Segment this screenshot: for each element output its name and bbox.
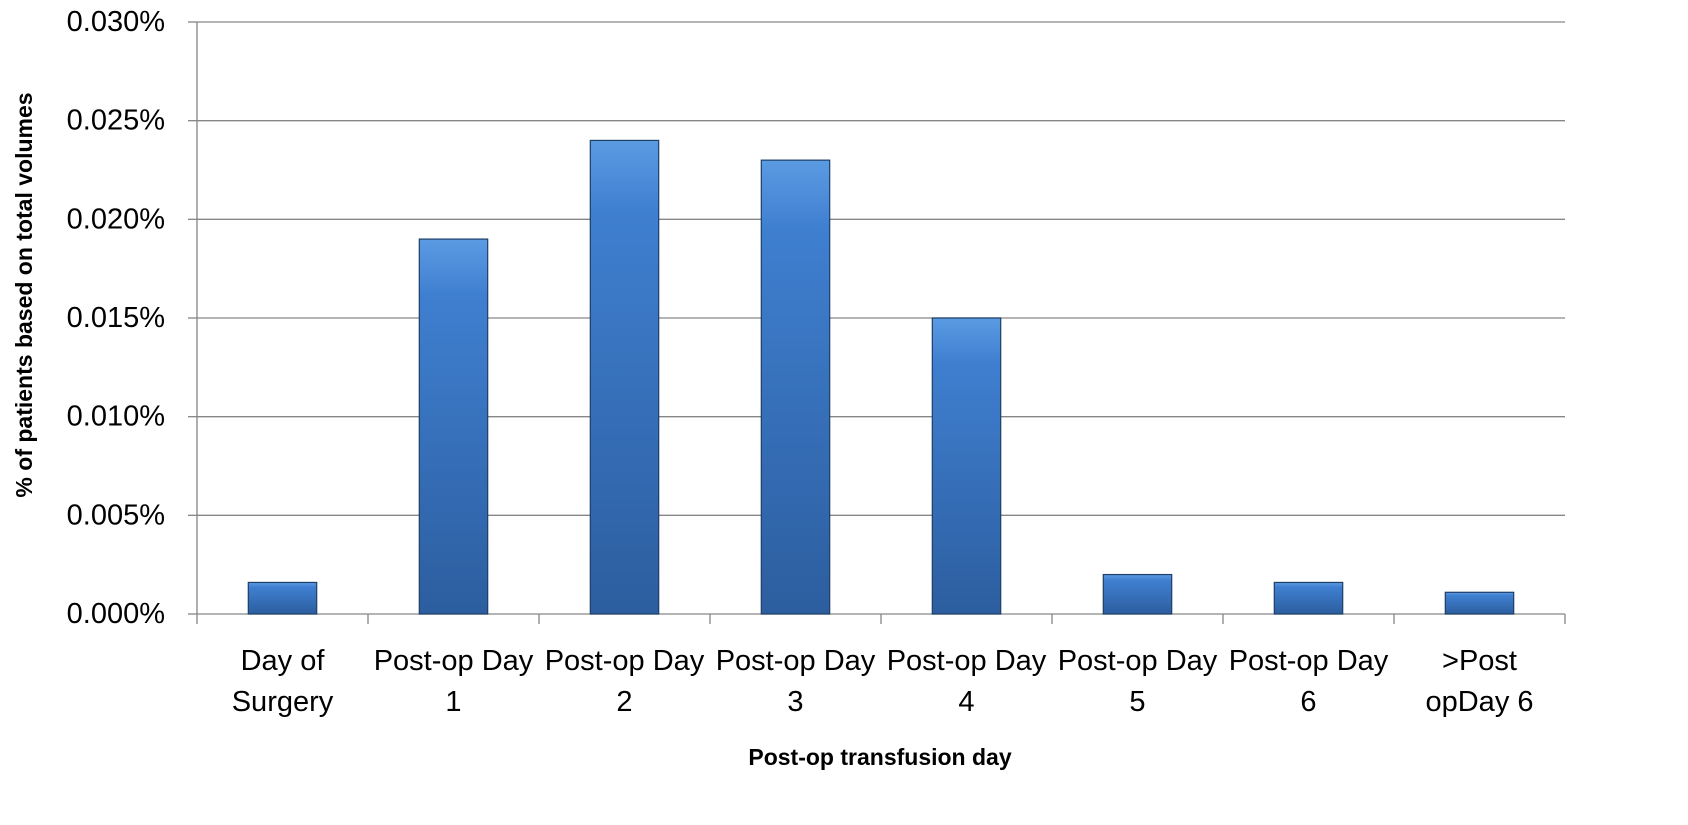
- y-tick-label: 0.000%: [67, 598, 165, 630]
- x-tick-label: Post-op Day: [716, 645, 876, 677]
- x-tick-label: 2: [616, 686, 632, 718]
- x-tick-label: 1: [445, 686, 461, 718]
- x-tick-label: >Post: [1442, 645, 1517, 677]
- x-tick-label: Post-op Day: [545, 645, 705, 677]
- axes: [188, 21, 1566, 624]
- bar: [418, 238, 489, 615]
- x-tick-label: Post-op Day: [887, 645, 1047, 677]
- y-tick-label: 0.010%: [67, 401, 165, 433]
- x-tick-label: opDay 6: [1425, 686, 1533, 718]
- x-tick-label: 5: [1129, 686, 1145, 718]
- x-tick-label: 4: [958, 686, 974, 718]
- bar: [589, 139, 660, 615]
- x-tick-label: Post-op Day: [374, 645, 534, 677]
- x-tick-labels: Day of Surgery Post-op Day 1 Post-op Day 2 Pos…: [232, 645, 1534, 718]
- x-tick-label: Surgery: [232, 686, 334, 718]
- y-axis-title: % of patients based on total volumes: [11, 92, 37, 497]
- y-tick-labels: 0.000% 0.005% 0.010% 0.015% 0.020% 0.025% 0.03…: [67, 6, 165, 630]
- x-tick-label: 6: [1300, 686, 1316, 718]
- y-tick-label: 0.030%: [67, 6, 165, 38]
- bar: [1273, 581, 1344, 615]
- y-tick-label: 0.015%: [67, 302, 165, 334]
- bar: [1444, 591, 1515, 615]
- bars: [247, 139, 1515, 615]
- bar: [247, 581, 318, 615]
- x-tick-label: Post-op Day: [1058, 645, 1218, 677]
- y-tick-label: 0.005%: [67, 499, 165, 531]
- x-axis-title: Post-op transfusion day: [748, 744, 1011, 770]
- gridlines: [197, 21, 1565, 516]
- x-tick-label: 3: [787, 686, 803, 718]
- y-tick-label: 0.020%: [67, 203, 165, 235]
- bar: [1102, 573, 1173, 615]
- bar: [760, 159, 831, 615]
- y-tick-label: 0.025%: [67, 105, 165, 137]
- x-tick-label: Post-op Day: [1229, 645, 1389, 677]
- bar: [931, 317, 1002, 615]
- x-tick-label: Day of: [241, 645, 326, 677]
